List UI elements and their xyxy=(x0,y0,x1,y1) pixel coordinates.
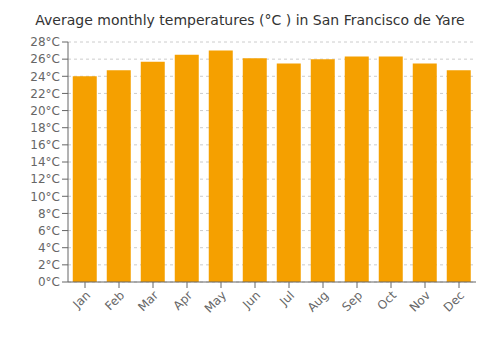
svg-text:20°C: 20°C xyxy=(30,104,60,118)
svg-text:Mar: Mar xyxy=(135,288,161,314)
svg-text:Sep: Sep xyxy=(339,288,365,314)
svg-text:Nov: Nov xyxy=(407,288,433,314)
svg-text:12°C: 12°C xyxy=(30,172,60,186)
svg-text:4°C: 4°C xyxy=(38,241,60,255)
svg-text:Apr: Apr xyxy=(171,288,196,313)
svg-text:Jun: Jun xyxy=(239,288,263,312)
svg-text:Aug: Aug xyxy=(305,288,331,314)
svg-text:28°C: 28°C xyxy=(30,35,60,49)
svg-text:26°C: 26°C xyxy=(30,52,60,66)
svg-text:14°C: 14°C xyxy=(30,155,60,169)
html-text:Average monthly temperatures (: Average monthly temperatures (°C ) in Sa… xyxy=(35,12,465,28)
svg-text:May: May xyxy=(202,288,229,315)
svg-text:Jan: Jan xyxy=(69,288,93,312)
svg-text:Dec: Dec xyxy=(441,288,467,314)
svg-text:8°C: 8°C xyxy=(38,207,60,221)
svg-text:22°C: 22°C xyxy=(30,87,60,101)
svg-text:18°C: 18°C xyxy=(30,121,60,135)
svg-text:0°C: 0°C xyxy=(38,275,60,289)
svg-text:2°C: 2°C xyxy=(38,258,60,272)
svg-text:Oct: Oct xyxy=(375,288,400,313)
svg-text:16°C: 16°C xyxy=(30,138,60,152)
svg-text:6°C: 6°C xyxy=(38,224,60,238)
svg-text:10°C: 10°C xyxy=(30,190,60,204)
svg-text:Jul: Jul xyxy=(276,288,297,309)
svg-text:24°C: 24°C xyxy=(30,70,60,84)
svg-text:Feb: Feb xyxy=(102,288,127,313)
